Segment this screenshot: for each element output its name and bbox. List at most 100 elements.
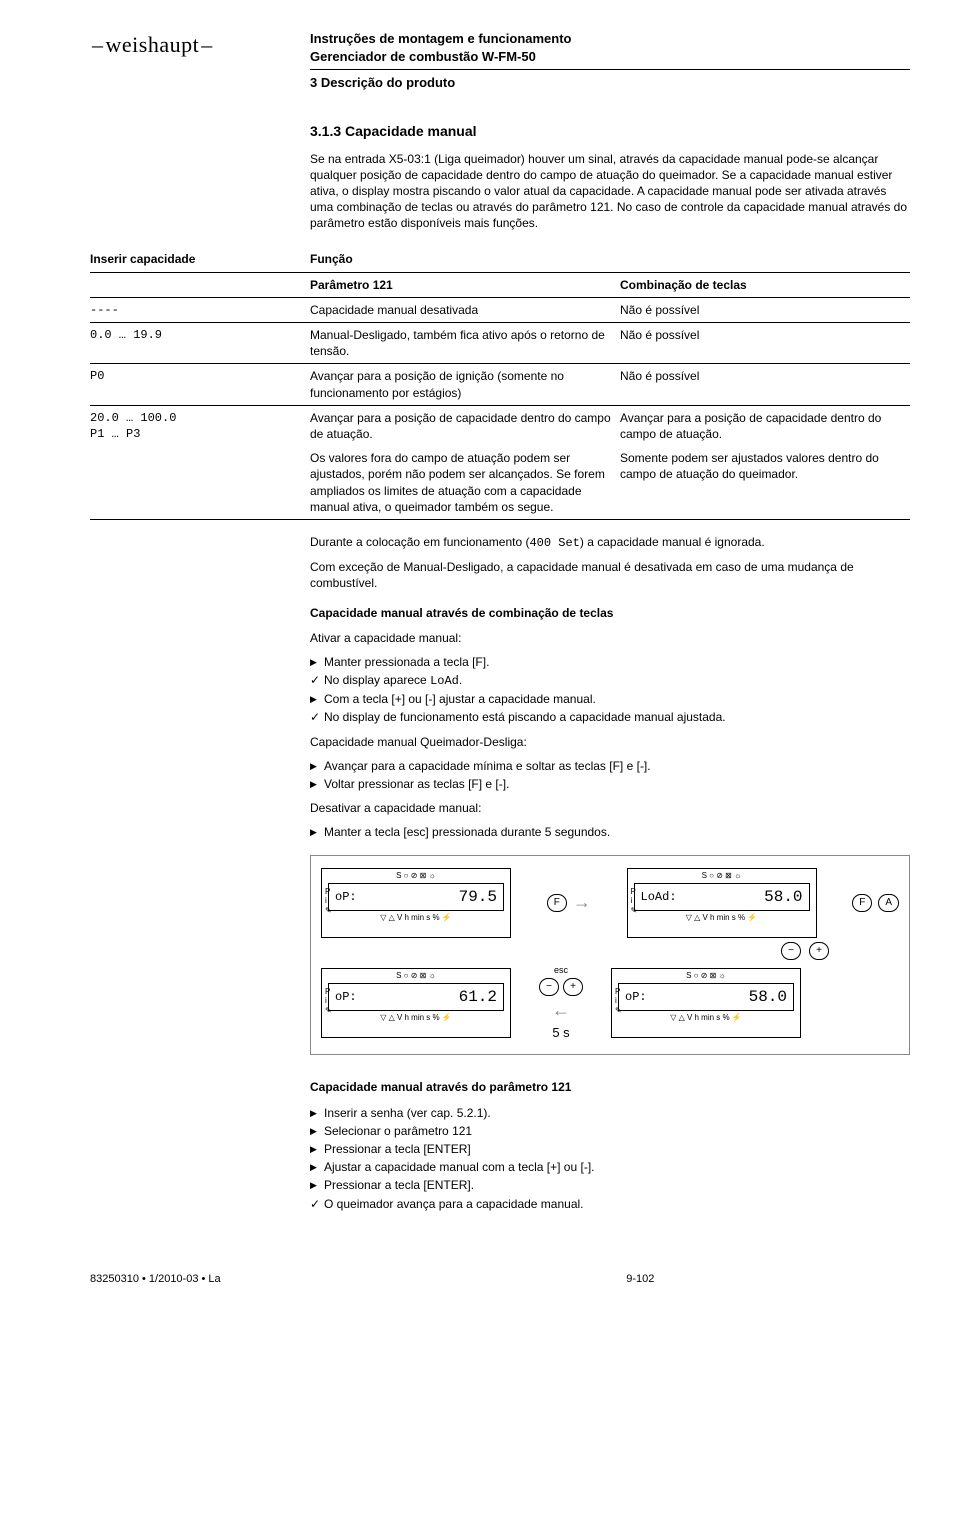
key-minus-2: − — [539, 978, 559, 996]
activate-steps: Manter pressionada a tecla [F]. No displ… — [310, 654, 910, 726]
act-step-1-b: . — [459, 673, 462, 687]
post-table-text: Durante a colocação em funcionamento (40… — [310, 534, 910, 592]
key-plus-2: + — [563, 978, 583, 996]
p-step-4-a: Pressionar a tecla [ENTER]. — [324, 1178, 474, 1192]
footer-left: 83250310 • 1/2010-03 • La — [90, 1272, 221, 1287]
act-step-1: No display aparece LoAd. — [310, 672, 910, 689]
deact-steps: Manter a tecla [esc] pressionada durante… — [310, 824, 910, 840]
arrow-right-icon: → — [573, 890, 591, 914]
panel-c-top: S ○ ⊘ ⊠ ☼ — [322, 969, 510, 982]
p-step-5-a: O queimador avança para a capacidade man… — [324, 1197, 584, 1211]
section-breadcrumb: 3 Descrição do produto — [310, 69, 910, 92]
p-step-1: Selecionar o parâmetro 121 — [310, 1123, 910, 1139]
off-step-1-a: Voltar pressionar as teclas [F] e [-]. — [324, 777, 509, 791]
panel-a-bot: ▽ △ V h min s % ⚡ — [322, 913, 510, 926]
page-header: weishaupt Instruções de montagem e funci… — [90, 30, 910, 65]
p-step-0-a: Inserir a senha (ver cap. 5.2.1). — [324, 1106, 491, 1120]
p-step-5: O queimador avança para a capacidade man… — [310, 1196, 910, 1212]
diagram-row-2: S ○ ⊘ ⊠ ☼ P i ✎ oP: 61.2 ▽ △ V h min s % … — [321, 964, 899, 1042]
brand-logo: weishaupt — [90, 30, 310, 60]
param-steps: Inserir a senha (ver cap. 5.2.1). Seleci… — [310, 1105, 910, 1212]
panel-b-side: P i ✎ — [631, 887, 638, 916]
key-plus-1: + — [809, 942, 829, 960]
th-param121: Parâmetro 121 — [310, 272, 620, 297]
par-2: Avançar para a posição de ignição (somen… — [310, 364, 620, 405]
act-step-3-a: No display de funcionamento está piscand… — [324, 710, 726, 724]
pt-p2: Com exceção de Manual-Desligado, a capac… — [310, 559, 910, 591]
par-3b: Os valores fora do campo de atuação pode… — [310, 446, 620, 519]
p-step-3-a: Ajustar a capacidade manual com a tecla … — [324, 1160, 594, 1174]
par-1: Manual-Desligado, também fica ativo após… — [310, 323, 620, 364]
panel-a-side: P i ✎ — [325, 887, 332, 916]
p-step-4: Pressionar a tecla [ENTER]. — [310, 1177, 910, 1193]
panel-a: S ○ ⊘ ⊠ ☼ P i ✎ oP:79.5 ▽ △ V h min s % … — [321, 868, 511, 938]
par-3: Avançar para a posição de capacidade den… — [310, 405, 620, 446]
key-minus-1: − — [781, 942, 801, 960]
combo-3b: Somente podem ser ajustados valores dent… — [620, 446, 910, 519]
p-step-2: Pressionar a tecla [ENTER] — [310, 1141, 910, 1157]
panel-a-value: 79.5 — [459, 887, 497, 909]
panel-b-top: S ○ ⊘ ⊠ ☼ — [628, 869, 816, 882]
panel-d-label: oP: — [625, 989, 647, 1005]
p-step-1-a: Selecionar o parâmetro 121 — [324, 1124, 472, 1138]
key-f-1: F — [547, 894, 567, 912]
p-step-3: Ajustar a capacidade manual com a tecla … — [310, 1159, 910, 1175]
key-f-2: F — [852, 894, 872, 912]
cap-2: P0 — [90, 364, 310, 405]
th-blank — [90, 272, 310, 297]
panel-d: S ○ ⊘ ⊠ ☼ P i ✎ oP: 58.0 ▽ △ V h min s % … — [611, 968, 801, 1038]
act-step-2: Com a tecla [+] ou [-] ajustar a capacid… — [310, 691, 910, 707]
combo-2: Não é possível — [620, 364, 910, 405]
activate-title: Ativar a capacidade manual: — [310, 630, 910, 646]
panel-c: S ○ ⊘ ⊠ ☼ P i ✎ oP: 61.2 ▽ △ V h min s % … — [321, 968, 511, 1038]
cap-3b — [90, 446, 310, 519]
diagram-mid-keys: − + — [321, 942, 899, 960]
act-step-1-a: No display aparece — [324, 673, 430, 687]
th-key-combo: Combinação de teclas — [620, 272, 910, 297]
act-step-0-a: Manter pressionada a tecla [F]. — [324, 655, 489, 669]
combo-1: Não é possível — [620, 323, 910, 364]
par-0: Capacidade manual desativada — [310, 297, 620, 322]
off-step-0-a: Avançar para a capacidade mínima e solta… — [324, 759, 651, 773]
panel-d-top: S ○ ⊘ ⊠ ☼ — [612, 969, 800, 982]
act-step-1-code: LoAd — [430, 674, 459, 688]
panel-d-value: 58.0 — [749, 987, 787, 1009]
deact-title: Desativar a capacidade manual: — [310, 800, 910, 816]
cap-1: 0.0 … 19.9 — [90, 323, 310, 364]
doc-title-line2: Gerenciador de combustão W-FM-50 — [310, 48, 572, 66]
pt-p1b: ) a capacidade manual é ignorada. — [580, 535, 765, 549]
panel-c-value: 61.2 — [459, 987, 497, 1009]
act-step-0: Manter pressionada a tecla [F]. — [310, 654, 910, 670]
esc-label: esc — [554, 964, 568, 976]
deact-step-0-a: Manter a tecla [esc] pressionada durante… — [324, 825, 610, 839]
off-title: Capacidade manual Queimador-Desliga: — [310, 734, 910, 750]
panel-a-top: S ○ ⊘ ⊠ ☼ — [322, 869, 510, 882]
five-seconds: 5 s — [552, 1024, 569, 1042]
panel-b-value: 58.0 — [764, 887, 802, 909]
panel-c-label: oP: — [335, 989, 357, 1005]
deact-step-0: Manter a tecla [esc] pressionada durante… — [310, 824, 910, 840]
pt-p1code: 400 Set — [529, 536, 579, 550]
combo-3: Avançar para a posição de capacidade den… — [620, 405, 910, 446]
diagram-row-1: S ○ ⊘ ⊠ ☼ P i ✎ oP:79.5 ▽ △ V h min s % … — [321, 868, 899, 938]
panel-b-bot: ▽ △ V h min s % ⚡ — [628, 913, 816, 926]
section-intro: Se na entrada X5-03:1 (Liga queimador) h… — [310, 151, 910, 232]
panel-d-side: P i ✎ — [615, 987, 622, 1016]
panel-d-bot: ▽ △ V h min s % ⚡ — [612, 1013, 800, 1026]
panel-c-bot: ▽ △ V h min s % ⚡ — [322, 1013, 510, 1026]
act-step-3: No display de funcionamento está piscand… — [310, 709, 910, 725]
doc-title-block: Instruções de montagem e funcionamento G… — [310, 30, 572, 65]
footer-page: 9-102 — [626, 1272, 654, 1287]
combo-0: Não é possível — [620, 297, 910, 322]
pt-p1a: Durante a colocação em funcionamento ( — [310, 535, 529, 549]
doc-title-line1: Instruções de montagem e funcionamento — [310, 30, 572, 48]
key-a: A — [878, 894, 899, 912]
keys-section: Capacidade manual através de combinação … — [310, 605, 910, 840]
page-footer: 83250310 • 1/2010-03 • La 9-102 — [90, 1272, 910, 1287]
keys-title: Capacidade manual através de combinação … — [310, 605, 910, 621]
panel-c-side: P i ✎ — [325, 987, 332, 1016]
p-step-0: Inserir a senha (ver cap. 5.2.1). — [310, 1105, 910, 1121]
th-insert-capacity: Inserir capacidade — [90, 247, 310, 272]
p-step-2-a: Pressionar a tecla [ENTER] — [324, 1142, 471, 1156]
arrow-left-icon: ← — [552, 998, 570, 1022]
